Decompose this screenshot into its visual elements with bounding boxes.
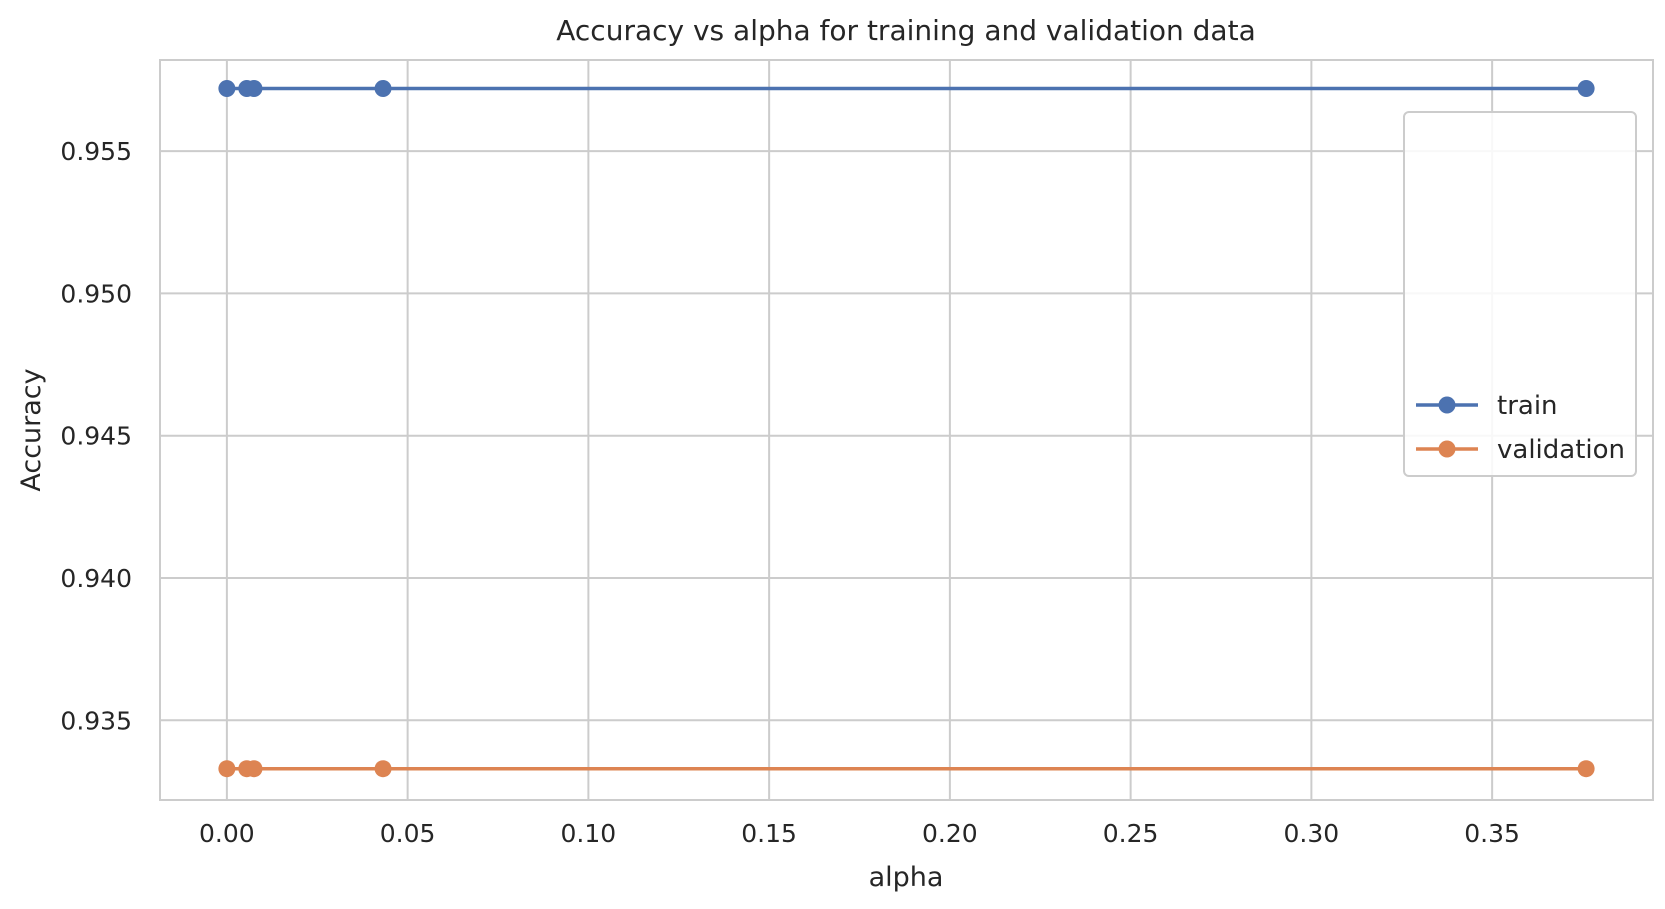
legend: train validation [1403,111,1637,477]
y-tick-label: 0.945 [60,422,132,451]
train-data-point [218,79,236,97]
plot-frame [159,59,1654,801]
x-axis-label: alpha [869,862,944,893]
x-tick-label: 0.10 [561,819,617,848]
x-tick-label: 0.05 [380,819,436,848]
chart-title: Accuracy vs alpha for training and valid… [556,14,1255,47]
tick-layer: 0.00 0.05 0.10 0.15 0.20 0.25 0.30 0.35 0.935 0.9… [60,137,1520,848]
legend-label-validation: validation [1497,435,1625,465]
validation-data-point [374,760,392,778]
x-tick-label: 0.25 [1103,819,1159,848]
y-axis-label: Accuracy [16,368,47,491]
x-tick-label: 0.35 [1464,819,1520,848]
legend-label-train: train [1497,391,1558,421]
x-tick-label: 0.20 [922,819,978,848]
train-data-point [374,79,392,97]
train-data-point [245,79,263,97]
validation-data-point [1577,760,1595,778]
train-data-point [1577,79,1595,97]
legend-box [1403,111,1637,477]
legend-marker-train [1438,396,1456,414]
validation-data-point [245,760,263,778]
x-tick-label: 0.15 [741,819,797,848]
y-tick-label: 0.955 [60,137,132,166]
x-tick-label: 0.00 [199,819,255,848]
series-layer [218,79,1595,778]
y-tick-label: 0.935 [60,706,132,735]
legend-marker-validation [1438,440,1456,458]
y-tick-label: 0.940 [60,564,132,593]
y-tick-label: 0.950 [60,279,132,308]
x-tick-label: 0.30 [1284,819,1340,848]
validation-data-point [218,760,236,778]
